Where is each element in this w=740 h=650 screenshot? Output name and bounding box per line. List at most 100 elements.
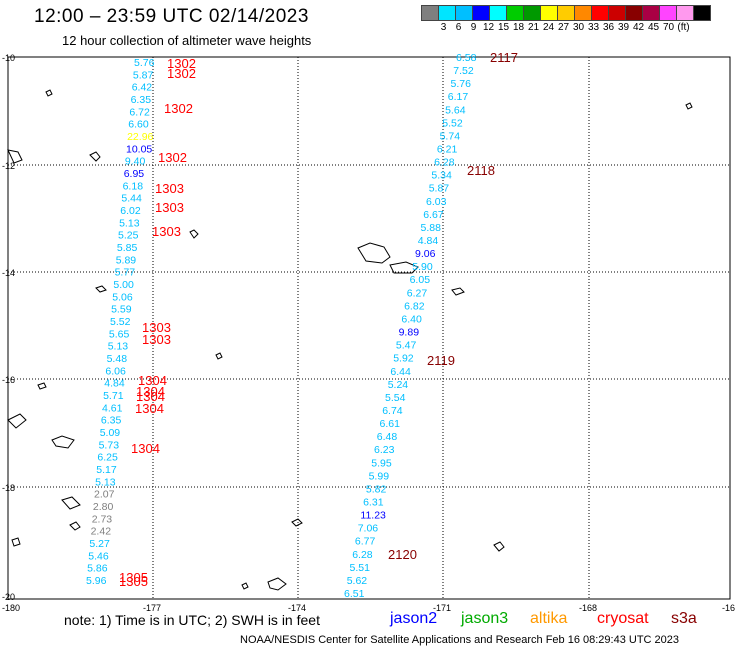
lat-tick-10: -10 [2,53,16,63]
swh-reading: 6.28 [352,549,373,561]
swh-reading: 6.74 [382,405,403,417]
swh-reading: 5.88 [421,222,442,234]
track-1303-label-3: 1303 [152,224,181,239]
swh-reading: 6.17 [448,91,469,103]
swh-reading: 7.52 [453,65,474,77]
swh-reading: 6.31 [363,497,384,509]
swh-reading: 6.03 [426,196,447,208]
swh-reading: 6.44 [390,366,411,378]
swh-reading: 9.40 [125,156,146,168]
color-label-2: 6 [455,22,462,33]
color-scale-bar [421,5,711,21]
swh-reading: 2.42 [91,526,112,538]
swh-reading: 6.28 [434,157,455,169]
color-label-5: 15 [497,22,510,33]
swh-reading: 6.18 [123,180,144,192]
color-label-14: 42 [632,22,645,33]
color-label-9: 27 [557,22,570,33]
swh-reading: 4.84 [104,378,125,390]
swh-reading: 7.06 [358,523,379,535]
swh-reading: 2.73 [92,513,113,525]
satellite-jason3: jason3 [461,610,509,627]
swh-reading: 5.95 [371,457,392,469]
swh-reading: 6.95 [124,168,145,180]
color-label-4: 12 [482,22,495,33]
swh-reading: 5.52 [110,316,131,328]
lon-tick-174: -174 [288,603,307,613]
color-label-8: 24 [542,22,555,33]
track-1302-label-1: 1302 [167,56,196,71]
lon-tick-171: -171 [433,603,452,613]
swh-reading: 5.85 [117,242,138,254]
grid-lines [8,57,730,599]
color-label-10: 30 [572,22,585,33]
swh-reading: 5.25 [118,230,139,242]
lat-tick-14: -14 [2,268,16,278]
swh-reading: 6.77 [355,536,376,548]
island-outlines [7,89,693,591]
swh-reading: 5.99 [369,470,390,482]
track-2120-label: 2120 [388,547,417,562]
swh-reading: 5.96 [86,575,107,587]
swh-reading: 5.34 [431,170,452,182]
track-1304-label-4: 1304 [135,401,164,416]
swh-reading: 5.71 [103,390,124,402]
satellite-jason2: jason2 [390,610,438,627]
swh-reading: 5.52 [442,117,463,129]
swh-reading: 4.61 [102,402,123,414]
swh-reading: 6.05 [410,274,431,286]
lon-tick-177: -177 [143,603,162,613]
swh-reading: 5.13 [119,217,140,229]
swh-reading: 5.86 [87,563,108,575]
track-1303-label-4: 1303 [142,320,171,335]
swh-reading: 5.92 [393,353,414,365]
page-subtitle: 12 hour collection of altimeter wave hei… [62,33,312,48]
island-samoa [389,261,419,274]
swh-reading: 5.13 [108,341,129,353]
color-label-17: (ft) [677,22,690,33]
readings-right-track: 6.587.525.766.175.645.525.746.216.285.34… [344,52,477,600]
swh-reading: 5.77 [115,267,136,279]
track-1302-label-2: 1302 [167,66,196,81]
color-label-3: 9 [470,22,477,33]
swh-reading: 5.13 [95,476,116,488]
track-1303-label-2: 1303 [155,200,184,215]
track-labels: 1302 1302 1302 1302 1303 1303 1303 1303 … [119,50,518,589]
swh-reading: 5.24 [388,379,409,391]
swh-reading: 2.80 [93,501,114,513]
track-1302-label-3: 1302 [164,101,193,116]
swh-reading: 5.64 [445,104,466,116]
swh-reading: 6.21 [437,144,458,156]
color-swatch-16 [693,5,711,21]
track-2118-label: 2118 [467,163,495,178]
footer-credit: NOAA/NESDIS Center for Satellite Applica… [240,634,680,646]
swh-reading: 6.67 [423,209,444,221]
swh-reading: 6.42 [132,82,153,94]
lat-tick-12: -12 [2,161,16,171]
swh-reading: 2.07 [94,489,115,501]
swh-reading: 5.87 [429,183,450,195]
swh-reading: 5.27 [89,538,110,550]
island-upolu [357,242,391,264]
track-1305-label-2: 1305 [119,574,148,589]
swh-reading: 5.54 [385,392,406,404]
lon-tick-165: -16 [722,603,736,613]
color-label-16: 70 [662,22,675,33]
swh-reading: 5.46 [88,550,109,562]
track-1304-label-1: 1304 [138,373,167,388]
lat-tick-20: -20 [2,592,16,602]
map-frame [7,56,731,600]
swh-reading: 5.51 [350,562,371,574]
swh-reading: 6.48 [377,431,398,443]
satellite-altika: altika [530,610,568,627]
color-label-12: 36 [602,22,615,33]
swh-reading: 5.48 [107,353,128,365]
track-1303-label-5: 1303 [142,332,171,347]
color-label-6: 18 [512,22,525,33]
swh-reading: 10.05 [126,143,152,155]
swh-reading: 6.60 [128,119,149,131]
track-2117-label: 2117 [490,50,518,65]
swh-reading: 22.96 [127,131,153,143]
satellite-cryosat: cryosat [597,610,649,627]
